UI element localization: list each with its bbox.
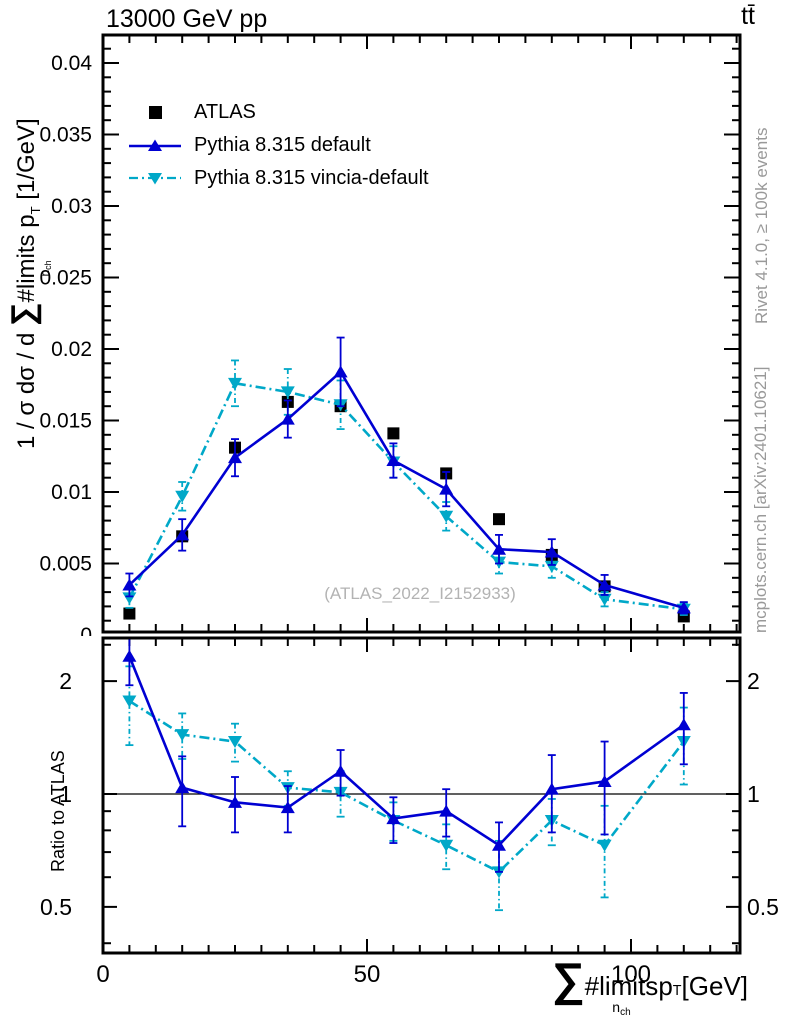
legend: ATLAS Pythia 8.315 default Pythia 8.315 … <box>128 100 429 190</box>
y-axis-title-prefix: 1 / σ dσ / d <box>13 325 40 449</box>
line-triangle-up-icon <box>129 139 181 151</box>
legend-label-pythia-default: Pythia 8.315 default <box>194 133 371 156</box>
tick-label: 0.03 <box>51 195 92 218</box>
tick-label: 2 <box>747 668 760 694</box>
tick-label: 0.035 <box>39 124 92 147</box>
nch-subscript: n <box>612 999 621 1015</box>
process-label: tt̄ <box>741 2 755 30</box>
beam-title: 13000 GeV pp <box>106 5 268 33</box>
tick-label: 0.01 <box>51 481 92 504</box>
tick-label: 0.025 <box>39 267 92 290</box>
mcplots-reference-note: mcplots.cern.ch [arXiv:2401.10621] <box>751 366 770 633</box>
x-axis-limits-text: #limits <box>584 971 659 1001</box>
series-pythia-8.315-vincia-default <box>122 359 691 616</box>
tick-label: 0.02 <box>51 338 92 361</box>
tick-label: 0.015 <box>39 410 92 433</box>
pythia-default-swatch <box>128 138 182 153</box>
sum-symbol: ∑ <box>4 302 41 326</box>
legend-item-pythia-default: Pythia 8.315 default <box>128 133 429 157</box>
legend-label-atlas: ATLAS <box>194 100 256 123</box>
tick-label: 100 <box>611 961 651 988</box>
tick-label: 0.5 <box>40 894 72 920</box>
panel-frames <box>101 33 742 955</box>
square-marker-icon <box>148 105 162 119</box>
tick-label: 0.005 <box>39 553 92 576</box>
dashdot-line-triangle-down-icon <box>129 172 181 184</box>
y-axis-limits-text: #limits <box>13 234 40 303</box>
y-axis-units: [1/GeV] <box>13 118 40 207</box>
tick-label: 0.04 <box>51 52 92 75</box>
nch-subscript: n <box>38 269 52 277</box>
rivet-version-note: Rivet 4.1.0, ≥ 100k events <box>752 127 771 324</box>
series-pythia-8.315-default <box>122 638 691 873</box>
legend-item-pythia-vincia: Pythia 8.315 vincia-default <box>128 166 429 190</box>
tick-label: 0 <box>80 624 92 647</box>
tick-label: 2 <box>59 668 72 694</box>
ratio-y-axis-title: Ratio to ATLAS <box>48 750 68 872</box>
pt-variable: p <box>13 214 40 235</box>
tick-label: 1 <box>59 781 72 807</box>
tick-label: 0 <box>96 961 109 988</box>
series-pythia-8.315-default <box>122 336 691 615</box>
legend-item-atlas: ATLAS <box>128 100 429 124</box>
y-axis-title: 1 / σ dσ / d ∑ #limits nch pT [1/GeV] <box>4 118 53 449</box>
series-pythia-8.315-vincia-default <box>122 665 691 912</box>
atlas-marker-swatch <box>128 105 182 119</box>
legend-label-pythia-vincia: Pythia 8.315 vincia-default <box>194 166 429 189</box>
sum-symbol: ∑ <box>551 953 585 1005</box>
x-axis-units: [GeV] <box>681 971 748 1001</box>
analysis-id-watermark: (ATLAS_2022_I2152933) <box>324 584 516 603</box>
tick-label: 1 <box>747 781 760 807</box>
pythia-vincia-swatch <box>128 171 182 186</box>
x-tick-labels: 0 50 100 <box>96 961 651 988</box>
main-y-tick-labels: 0.04 0.035 0.03 0.025 0.02 0.015 0.01 0.005 0 <box>39 52 92 647</box>
tick-label: 50 <box>354 961 381 988</box>
pt-variable: p <box>658 971 673 1001</box>
ratio-y-tick-labels: 2 2 1 1 0.5 0.5 <box>40 668 779 920</box>
tick-label: 0.5 <box>747 894 779 920</box>
